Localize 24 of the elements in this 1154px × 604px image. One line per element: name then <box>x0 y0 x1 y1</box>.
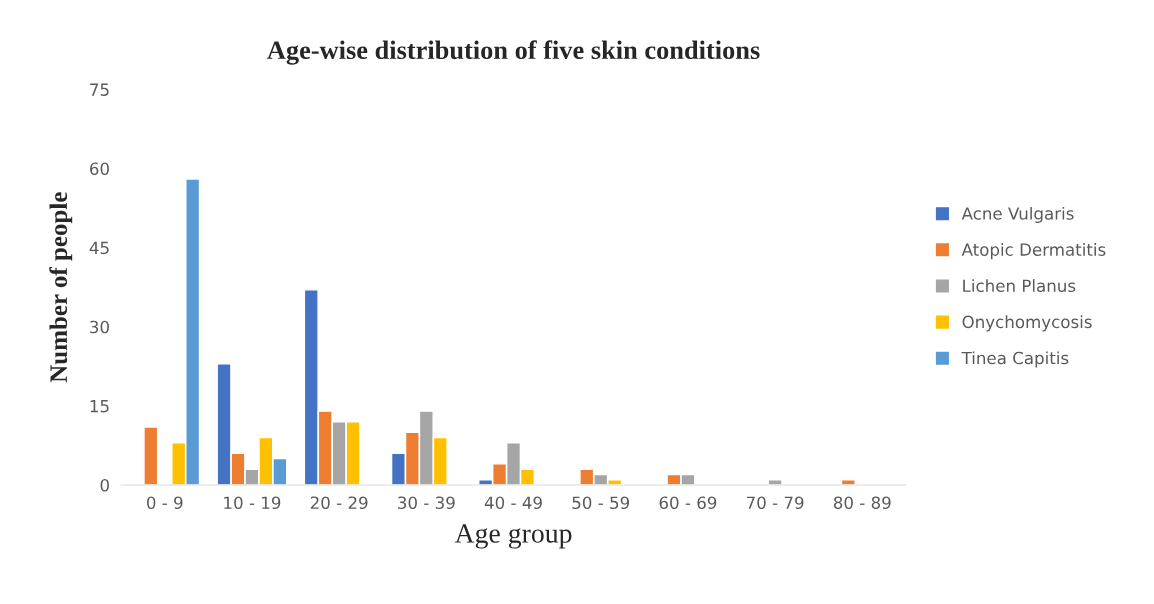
y-tick-label: 15 <box>90 400 109 413</box>
legend-label: Lichen Planus <box>963 279 1076 293</box>
x-tick-label: 20 - 29 <box>310 496 368 510</box>
y-tick-label: 75 <box>90 83 109 96</box>
x-tick-label: 0 - 9 <box>146 496 183 510</box>
legend-label: Acne Vulgaris <box>961 206 1074 224</box>
x-tick-label: 40 - 49 <box>484 496 542 510</box>
x-tick-label: 50 - 59 <box>572 496 630 510</box>
x-tick-label: 60 - 69 <box>659 496 717 510</box>
y-tick-label: 30 <box>90 320 109 334</box>
x-tick-label: 80 - 89 <box>833 496 891 510</box>
legend-label: Atopic Dermatitis <box>961 243 1106 260</box>
y-tick-label: 0 <box>100 478 109 492</box>
y-tick-label: 60 <box>90 162 109 176</box>
x-axis-title: Age group <box>454 524 572 549</box>
x-tick-label: 30 - 39 <box>398 496 455 510</box>
bar <box>143 426 159 486</box>
x-tick-label: 70 - 79 <box>746 496 804 510</box>
legend-label: Tinea Capitis <box>961 351 1069 368</box>
y-axis-title: Number of people <box>49 192 73 383</box>
y-tick-label: 45 <box>89 241 109 255</box>
x-tick-label: 10 - 19 <box>224 496 281 510</box>
chart-title: Age-wise distribution of five skin conditions <box>267 40 760 65</box>
legend-label: Onychomycosis <box>962 315 1092 332</box>
